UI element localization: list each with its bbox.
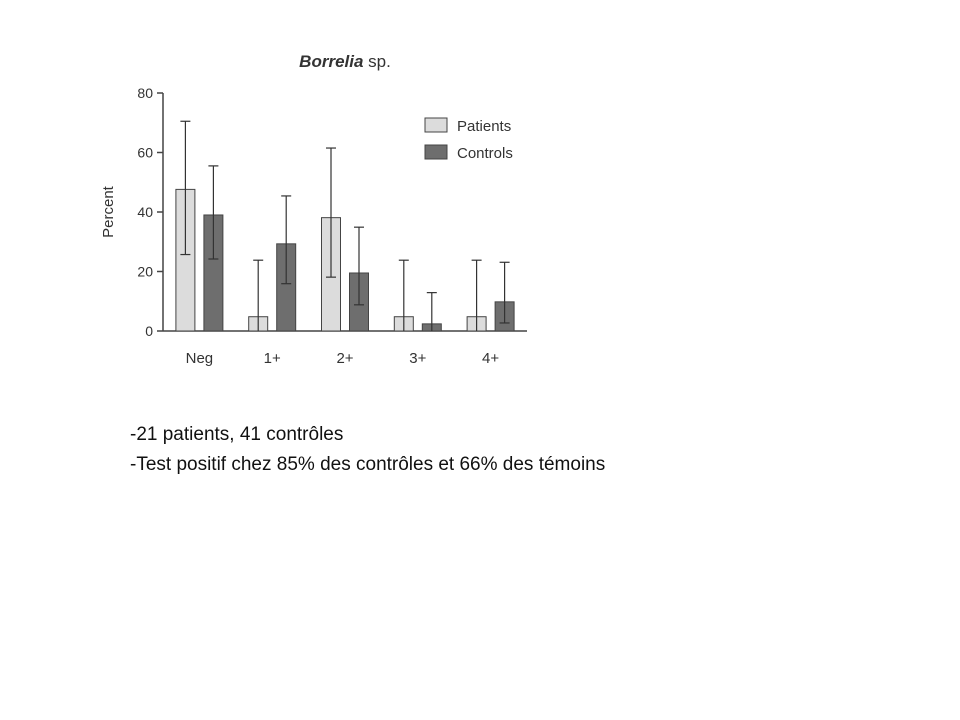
slide-notes: -21 patients, 41 contrôles -Test positif… bbox=[130, 420, 890, 480]
x-tick-label-2+: 2+ bbox=[336, 350, 353, 367]
legend-label-controls: Controls bbox=[457, 145, 513, 162]
chart-title-suffix: sp. bbox=[363, 52, 390, 71]
bar-chart: Borrelia sp. Percent 0 20 40 60 80 Neg 1+ 2+ 3+… bbox=[100, 52, 527, 367]
x-tick-label-3+: 3+ bbox=[409, 350, 426, 367]
chart-title: Borrelia sp. bbox=[299, 52, 391, 71]
note-line-patients-count: -21 patients, 41 contrôles bbox=[130, 424, 344, 445]
x-tick-label-4+: 4+ bbox=[482, 350, 499, 367]
y-tick-label-20: 20 bbox=[137, 264, 153, 280]
legend-swatch-controls bbox=[424, 144, 448, 160]
y-axis: 0 20 40 60 80 bbox=[137, 85, 164, 339]
y-tick-label-80: 80 bbox=[137, 85, 153, 101]
x-tick-label-Neg: Neg bbox=[186, 350, 214, 367]
legend-swatch-patients bbox=[424, 117, 448, 133]
note-line-positive-test: -Test positif chez 85% des contrôles et … bbox=[130, 454, 606, 475]
legend-label-patients: Patients bbox=[457, 118, 511, 135]
y-tick-label-40: 40 bbox=[137, 204, 153, 220]
x-axis: Neg 1+ 2+ 3+ 4+ bbox=[163, 330, 527, 367]
legend: Patients Controls bbox=[424, 117, 513, 162]
y-axis-label: Percent bbox=[100, 185, 117, 238]
y-tick-label-60: 60 bbox=[137, 145, 153, 161]
bars-group bbox=[175, 120, 515, 332]
y-tick-label-0: 0 bbox=[145, 323, 153, 339]
chart-title-italic: Borrelia bbox=[299, 52, 363, 71]
x-tick-label-1+: 1+ bbox=[264, 350, 281, 367]
